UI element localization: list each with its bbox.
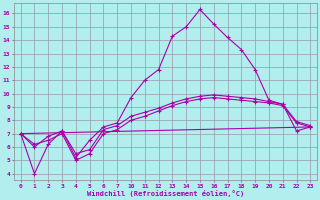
X-axis label: Windchill (Refroidissement éolien,°C): Windchill (Refroidissement éolien,°C) xyxy=(87,190,244,197)
